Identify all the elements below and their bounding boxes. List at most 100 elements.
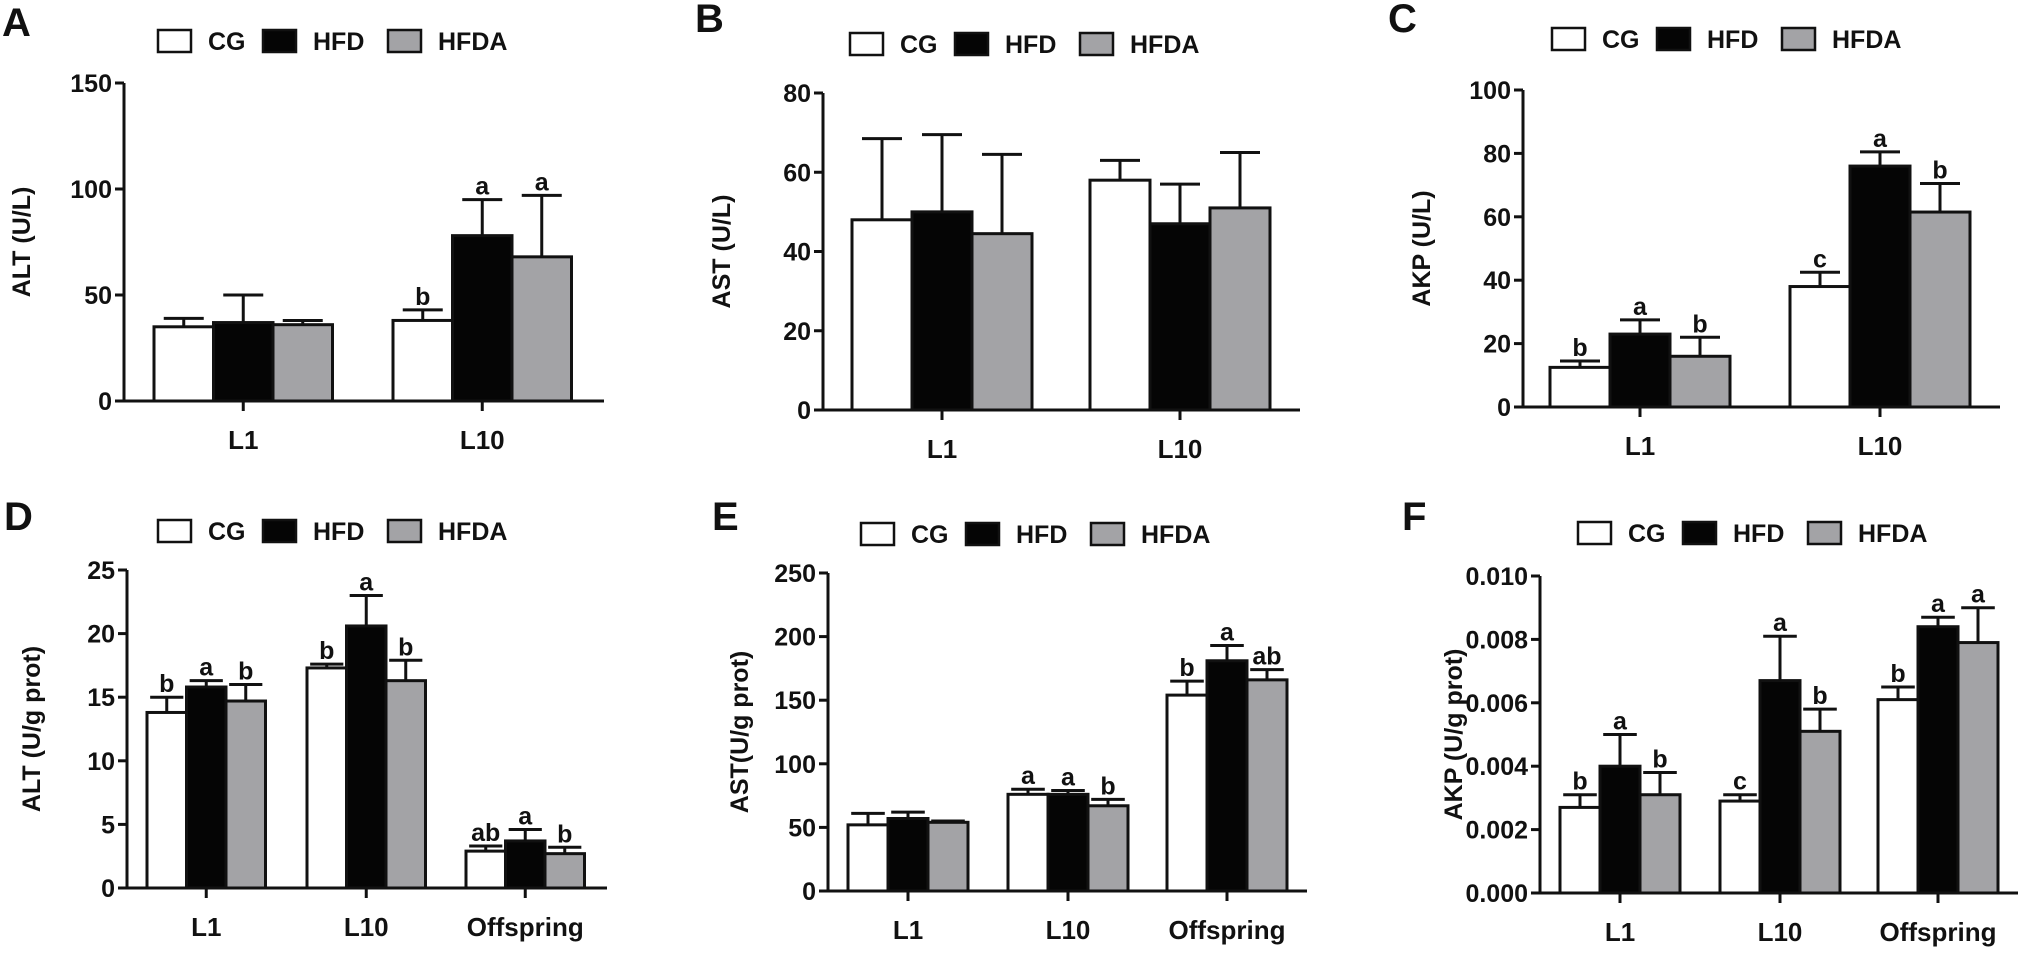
y-tick-label: 150 [70,70,112,98]
legend-item-hfda: HFDA [386,28,507,56]
y-tick-label: 100 [1469,77,1511,105]
significance-label: a [359,568,374,596]
legend-item-cg: CG [859,521,949,549]
legend-item-hfd: HFD [953,31,1056,59]
panel-letter: D [4,495,33,539]
bar-cg-l10 [1788,285,1852,409]
legend-item-cg: CG [156,28,246,56]
y-tick-label: 40 [783,239,811,267]
significance-label: b [1932,157,1947,185]
bar-hfda-l10 [510,255,573,403]
x-tick-label: L10 [1858,431,1903,461]
legend-item-cg: CG [1550,26,1640,54]
x-tick-label: L1 [893,915,923,945]
significance-label: b [1572,334,1587,362]
bar-hfda-l10 [1908,210,1972,409]
bar-hfda-l10 [384,679,427,890]
y-tick-label: 25 [87,557,115,585]
significance-label: a [1021,762,1036,790]
bar-hfd-l1 [886,816,930,893]
panel-a: A CG HFD HFDA 0 50 100 150 ALT (U/L) L1 L10 b a a [2,1,604,455]
bar-cg-offspring [1876,698,1920,895]
y-tick-label: 0 [98,388,112,416]
legend-item-hfd: HFD [261,518,364,546]
significance-label: a [1873,125,1888,153]
y-tick-label: 40 [1483,267,1511,295]
y-tick-label: 20 [783,318,811,346]
y-tick-label: 0.000 [1465,880,1528,908]
bar-cg-l10 [1088,178,1152,412]
legend-label: CG [208,518,246,546]
y-tick-label: 0 [797,397,811,425]
y-axis-title: AKP (U/L) [1408,190,1436,306]
bar-cg-l1 [1558,805,1602,895]
panel-f: F CG HFD HFDA 0.000 0.002 0.004 0.006 0.008 0.010… [1402,495,2018,947]
x-tick-label: L1 [228,425,258,455]
legend-label: HFD [313,28,364,56]
panel-c: C CG HFD HFDA 0 20 40 60 80 100 AKP (U/L) L1 b a b L10 c… [1388,0,2000,461]
bar-hfd-l1 [212,321,275,403]
legend-item-hfd: HFD [261,28,364,56]
panel-letter: A [2,1,31,45]
panel-e: E CG HFD HFDA 0 50 100 150 200 250 AST(U/g prot) L1… [712,495,1307,945]
significance-label: c [1733,768,1747,796]
bar-hfd-l1 [185,685,228,890]
legend-swatch-cg [1550,26,1587,52]
bar-hfda-l1 [271,323,334,403]
y-tick-label: 0.010 [1465,563,1528,591]
panel-letter: F [1402,495,1426,539]
x-tick-label: Offspring [1880,917,1997,947]
legend-swatch-hfda [1780,26,1817,52]
bar-hfd-l10 [1148,222,1212,412]
significance-label: b [398,633,413,661]
significance-label: a [475,173,490,201]
y-tick-label: 0 [101,875,115,903]
significance-label: a [1633,293,1648,321]
y-axis-title: AST (U/L) [708,195,736,309]
legend-label: CG [1602,26,1640,54]
significance-label: b [1652,746,1667,774]
bar-hfd-l10 [1046,792,1090,893]
legend-label: HFD [1707,26,1758,54]
bar-hfda-l1 [224,699,267,890]
bar-cg-offspring [464,849,507,890]
legend-swatch-hfda [1806,520,1843,546]
significance-label: b [159,670,174,698]
legend-swatch-cg [156,28,193,54]
significance-label: ab [471,819,500,847]
y-tick-label: 5 [101,811,115,839]
legend-swatch-hfda [1078,31,1115,57]
y-tick-label: 100 [774,751,816,779]
y-tick-label: 80 [1483,140,1511,168]
y-tick-label: 0 [802,878,816,906]
panel-b: B CG HFD HFDA 0 20 40 60 80 AST (U/L) L1 L10 [695,0,1300,464]
significance-label: a [518,802,533,830]
legend-item-hfda: HFDA [1806,520,1927,548]
bar-cg-l1 [145,710,188,890]
significance-label: b [415,283,430,311]
y-tick-label: 0.004 [1465,753,1528,781]
bar-cg-l1 [1548,365,1612,409]
y-tick-label: 200 [774,624,816,652]
bar-hfd-l1 [1598,764,1642,895]
y-tick-label: 80 [783,80,811,108]
legend-swatch-hfd [261,28,298,54]
legend-item-cg: CG [156,518,246,546]
y-tick-label: 60 [783,159,811,187]
legend-swatch-hfd [953,31,990,57]
legend-item-cg: CG [1576,520,1666,548]
legend-label: CG [1628,520,1666,548]
bar-hfd-l10 [451,234,514,403]
bar-hfda-l1 [926,820,970,893]
bar-hfda-l10 [1798,729,1842,895]
bar-cg-l10 [305,666,348,890]
legend-label: HFDA [1141,521,1210,549]
y-axis-title: AST(U/g prot) [726,651,754,813]
bar-cg-offspring [1165,693,1209,893]
y-tick-label: 50 [84,282,112,310]
y-axis-title: ALT (U/L) [8,187,36,298]
bar-hfd-offspring [1916,625,1960,895]
legend-label: HFDA [1832,26,1901,54]
significance-label: ab [1252,643,1281,671]
